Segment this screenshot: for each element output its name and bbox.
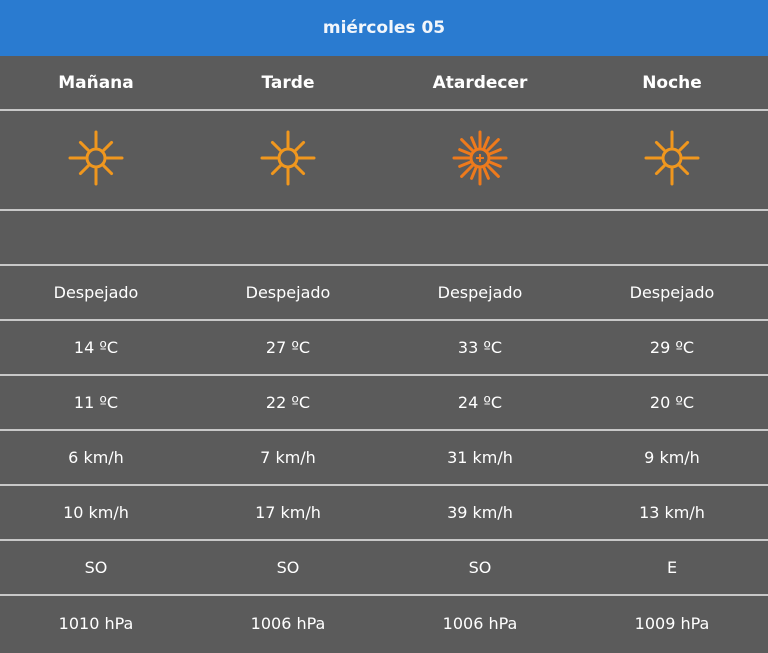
temp-max-row-cell: 14 ºC — [73, 338, 119, 357]
pressure-row-cell: 1006 hPa — [250, 614, 326, 633]
empty-row-cell — [0, 211, 192, 264]
pressure-row-cell: 1010 hPa — [58, 614, 134, 633]
gust-row-cell: 17 km/h — [255, 503, 321, 522]
gust-row-cell: 13 km/h — [639, 503, 705, 522]
wind-row-cell: 9 km/h — [644, 448, 700, 467]
forecast-table: Mañana Tarde Atardecer Noche Despejado Despej… — [0, 56, 768, 651]
gust-row-cell: 10 km/h — [63, 503, 129, 522]
temp-max-row-cell: 29 ºC — [649, 338, 695, 357]
gust-row: 10 km/h 17 km/h 39 km/h 13 km/h — [0, 486, 768, 541]
direction-row-cell: E — [666, 558, 678, 577]
empty-row-cell — [192, 211, 384, 264]
temp-min-row: 11 ºC 22 ºC 24 ºC 20 ºC — [0, 376, 768, 431]
temp-min-row-cell: 11 ºC — [73, 393, 119, 412]
wind-row-cell: 6 km/h — [68, 448, 124, 467]
wind-row-cell: 7 km/h — [260, 448, 316, 467]
sky-row-cell: Despejado — [245, 283, 331, 302]
empty-row — [0, 211, 768, 266]
sky-row-cell: Despejado — [437, 283, 523, 302]
weather-icons-row-cell — [0, 111, 192, 209]
direction-row: SO SO SO E — [0, 541, 768, 596]
pressure-row-cell: 1006 hPa — [442, 614, 518, 633]
sunset-sun-icon — [452, 130, 508, 190]
temp-min-row-cell: 24 ºC — [457, 393, 503, 412]
period-names-row-cell: Mañana — [58, 72, 134, 93]
temp-max-row-cell: 33 ºC — [457, 338, 503, 357]
day-title: miércoles 05 — [322, 18, 446, 38]
temp-min-row-cell: 20 ºC — [649, 393, 695, 412]
direction-row-cell: SO — [276, 558, 300, 577]
empty-row-cell — [576, 211, 768, 264]
weather-icons-row — [0, 111, 768, 211]
temp-max-row-cell: 27 ºC — [265, 338, 311, 357]
weather-icons-row-cell — [384, 111, 576, 209]
pressure-row: 1010 hPa 1006 hPa 1006 hPa 1009 hPa — [0, 596, 768, 651]
sky-row-cell: Despejado — [629, 283, 715, 302]
period-names-row-cell: Atardecer — [432, 72, 528, 93]
weather-icons-row-cell — [192, 111, 384, 209]
empty-row-cell — [384, 211, 576, 264]
period-names-row: Mañana Tarde Atardecer Noche — [0, 56, 768, 111]
gust-row-cell: 39 km/h — [447, 503, 513, 522]
temp-max-row: 14 ºC 27 ºC 33 ºC 29 ºC — [0, 321, 768, 376]
temp-min-row-cell: 22 ºC — [265, 393, 311, 412]
pressure-row-cell: 1009 hPa — [634, 614, 710, 633]
period-names-row-cell: Noche — [642, 72, 702, 93]
weather-icons-row-cell — [576, 111, 768, 209]
wind-row-cell: 31 km/h — [447, 448, 513, 467]
day-header: miércoles 05 — [0, 0, 768, 56]
period-names-row-cell: Tarde — [261, 72, 315, 93]
sky-row-cell: Despejado — [53, 283, 139, 302]
sun-icon — [260, 130, 316, 190]
wind-row: 6 km/h 7 km/h 31 km/h 9 km/h — [0, 431, 768, 486]
sky-row: Despejado Despejado Despejado Despejado — [0, 266, 768, 321]
direction-row-cell: SO — [468, 558, 492, 577]
sun-icon — [644, 130, 700, 190]
direction-row-cell: SO — [84, 558, 108, 577]
sun-icon — [68, 130, 124, 190]
